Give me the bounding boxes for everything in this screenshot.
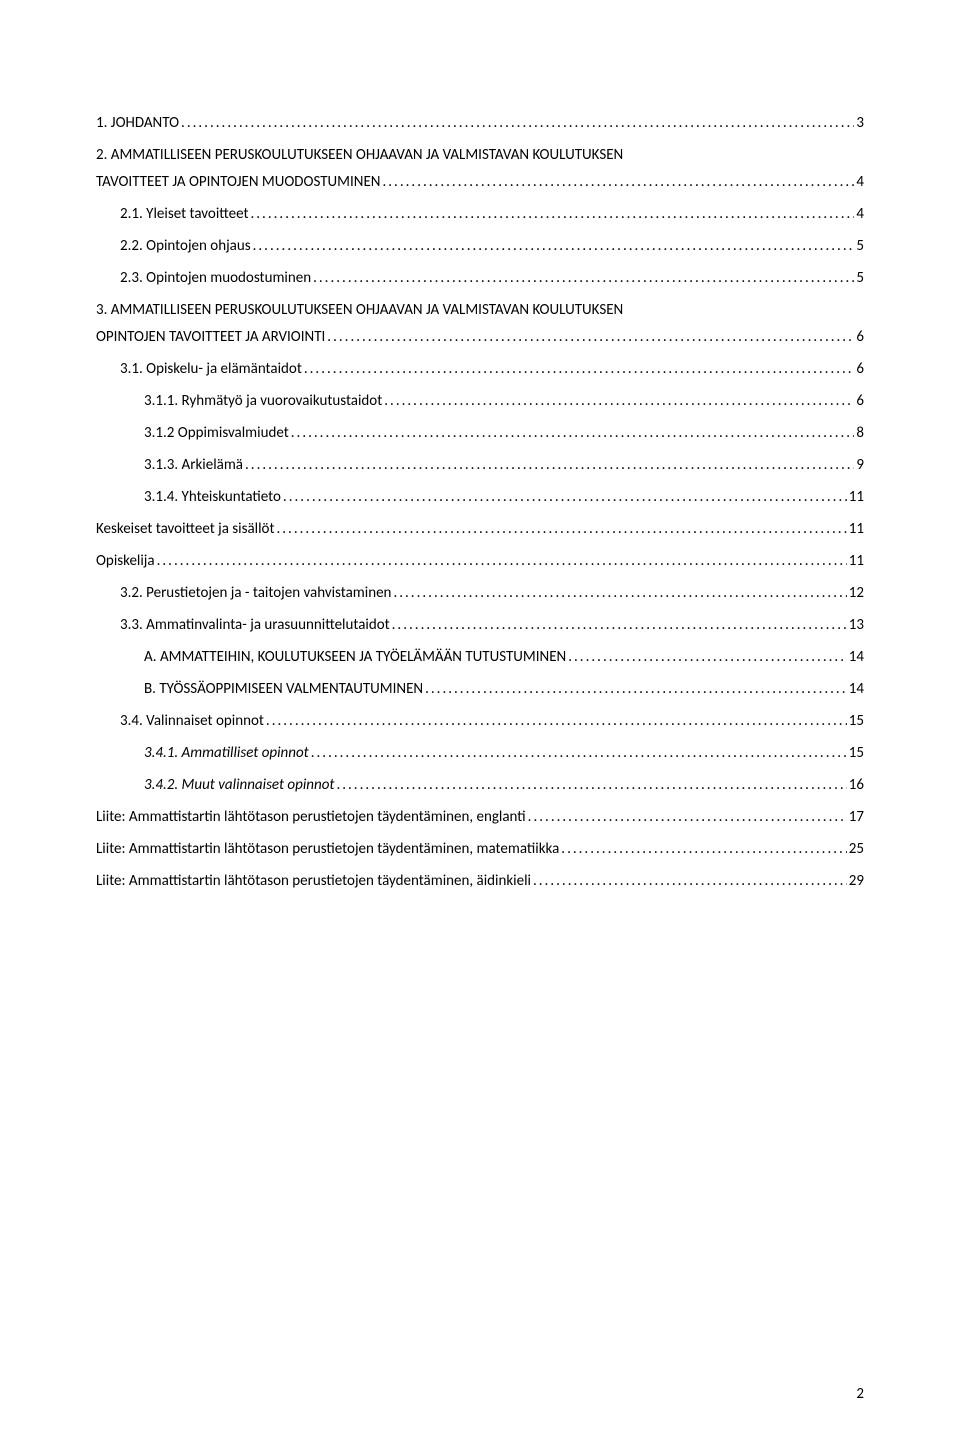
toc-leader — [276, 516, 846, 543]
toc-page: 8 — [856, 420, 864, 447]
toc-leader — [157, 548, 847, 575]
toc-text: 3. AMMATILLISEEN PERUSKOULUTUKSEEN OHJAA… — [96, 297, 623, 324]
toc-entry: Keskeiset tavoitteet ja sisällöt 11 — [96, 516, 864, 543]
toc-text: 2.3. Opintojen muodostuminen — [120, 265, 311, 292]
toc-leader — [382, 169, 854, 196]
toc-text: 3.1.2 Oppimisvalmiudet — [144, 420, 289, 447]
toc-entry: 3.1.4. Yhteiskuntatieto 11 — [96, 484, 864, 511]
toc-text: Liite: Ammattistartin lähtötason perusti… — [96, 836, 559, 863]
toc-text: 2.1. Yleiset tavoitteet — [120, 201, 248, 228]
page-number: 2 — [856, 1385, 864, 1403]
toc-entry: 3. AMMATILLISEEN PERUSKOULUTUKSEEN OHJAA… — [96, 297, 864, 351]
toc-text-cont: TAVOITTEET JA OPINTOJEN MUODOSTUMINEN — [96, 169, 380, 196]
toc-text: 3.4.2. Muut valinnaiset opinnot — [144, 772, 334, 799]
toc-text: 3.2. Perustietojen ja - taitojen vahvist… — [120, 580, 391, 607]
toc-text-cont: OPINTOJEN TAVOITTEET JA ARVIOINTI — [96, 324, 325, 351]
toc-entry: Opiskelija 11 — [96, 548, 864, 575]
toc-text: 3.1.4. Yhteiskuntatieto — [144, 484, 281, 511]
toc-leader — [311, 740, 847, 767]
toc-leader — [313, 265, 854, 292]
toc-leader — [533, 868, 847, 895]
toc-leader — [283, 484, 847, 511]
toc-page: 4 — [856, 201, 864, 228]
toc-leader — [336, 772, 846, 799]
toc-text: 1. JOHDANTO — [96, 110, 179, 137]
toc-leader — [568, 644, 847, 671]
toc-text: A. AMMATTEIHIN, KOULUTUKSEEN JA TYÖELÄMÄ… — [144, 644, 566, 671]
toc-entry: Liite: Ammattistartin lähtötason perusti… — [96, 804, 864, 831]
toc-page: 6 — [856, 324, 864, 351]
toc-text: 3.1. Opiskelu- ja elämäntaidot — [120, 356, 302, 383]
toc-leader — [528, 804, 847, 831]
toc-leader — [425, 676, 847, 703]
toc-page: 11 — [849, 516, 864, 543]
toc-leader — [561, 836, 847, 863]
toc-entry: 3.1.3. Arkielämä 9 — [96, 452, 864, 479]
toc-entry: 3.4.2. Muut valinnaiset opinnot 16 — [96, 772, 864, 799]
toc-entry: 3.3. Ammatinvalinta- ja urasuunnitteluta… — [96, 612, 864, 639]
toc-page: 11 — [849, 548, 864, 575]
toc-page: 11 — [849, 484, 864, 511]
toc-page: 13 — [849, 612, 864, 639]
page-container: 1. JOHDANTO 3 2. AMMATILLISEEN PERUSKOULUT… — [0, 0, 960, 1451]
toc-page: 5 — [856, 233, 864, 260]
toc-text: 3.1.1. Ryhmätyö ja vuorovaikutustaidot — [144, 388, 382, 415]
toc-text: Liite: Ammattistartin lähtötason perusti… — [96, 868, 531, 895]
toc-page: 14 — [849, 644, 864, 671]
toc-text: Opiskelija — [96, 548, 155, 575]
toc-page: 9 — [856, 452, 864, 479]
toc-text: 2. AMMATILLISEEN PERUSKOULUTUKSEEN OHJAA… — [96, 142, 623, 169]
toc-entry: 1. JOHDANTO 3 — [96, 110, 864, 137]
toc-text: 3.4. Valinnaiset opinnot — [120, 708, 264, 735]
toc-page: 6 — [856, 388, 864, 415]
toc-text: 2.2. Opintojen ohjaus — [120, 233, 251, 260]
toc-entry: 2.3. Opintojen muodostuminen 5 — [96, 265, 864, 292]
toc-page: 17 — [849, 804, 864, 831]
toc-leader — [291, 420, 855, 447]
toc-page: 6 — [856, 356, 864, 383]
toc-entry: 2. AMMATILLISEEN PERUSKOULUTUKSEEN OHJAA… — [96, 142, 864, 196]
toc-entry: 2.2. Opintojen ohjaus 5 — [96, 233, 864, 260]
toc-leader — [266, 708, 847, 735]
toc-leader — [245, 452, 854, 479]
toc-text: B. TYÖSSÄOPPIMISEEN VALMENTAUTUMINEN — [144, 676, 423, 703]
toc-text: 3.1.3. Arkielämä — [144, 452, 243, 479]
toc-entry: Liite: Ammattistartin lähtötason perusti… — [96, 868, 864, 895]
toc-entry: 2.1. Yleiset tavoitteet 4 — [96, 201, 864, 228]
toc-text: Liite: Ammattistartin lähtötason perusti… — [96, 804, 526, 831]
toc-entry: 3.2. Perustietojen ja - taitojen vahvist… — [96, 580, 864, 607]
toc-text: Keskeiset tavoitteet ja sisällöt — [96, 516, 274, 543]
toc-entry: 3.1.2 Oppimisvalmiudet 8 — [96, 420, 864, 447]
toc-page: 12 — [849, 580, 864, 607]
toc-leader — [304, 356, 855, 383]
toc-leader — [392, 612, 847, 639]
toc-leader — [393, 580, 846, 607]
toc-page: 15 — [849, 740, 864, 767]
toc-page: 3 — [856, 110, 864, 137]
toc-page: 15 — [849, 708, 864, 735]
toc-page: 16 — [849, 772, 864, 799]
toc-leader — [327, 324, 854, 351]
toc-entry: A. AMMATTEIHIN, KOULUTUKSEEN JA TYÖELÄMÄ… — [96, 644, 864, 671]
toc-page: 14 — [849, 676, 864, 703]
toc-leader — [181, 110, 854, 137]
toc-page: 29 — [849, 868, 864, 895]
toc-entry: B. TYÖSSÄOPPIMISEEN VALMENTAUTUMINEN 14 — [96, 676, 864, 703]
toc-text: 3.4.1. Ammatilliset opinnot — [144, 740, 309, 767]
toc-entry: Liite: Ammattistartin lähtötason perusti… — [96, 836, 864, 863]
toc-leader — [384, 388, 854, 415]
toc-entry: 3.1.1. Ryhmätyö ja vuorovaikutustaidot 6 — [96, 388, 864, 415]
toc-page: 25 — [849, 836, 864, 863]
toc-entry: 3.4. Valinnaiset opinnot 15 — [96, 708, 864, 735]
toc-leader — [250, 201, 854, 228]
table-of-contents: 1. JOHDANTO 3 2. AMMATILLISEEN PERUSKOULUT… — [96, 110, 864, 895]
toc-entry: 3.1. Opiskelu- ja elämäntaidot 6 — [96, 356, 864, 383]
toc-page: 4 — [856, 169, 864, 196]
toc-text: 3.3. Ammatinvalinta- ja urasuunnitteluta… — [120, 612, 390, 639]
toc-leader — [253, 233, 855, 260]
toc-entry: 3.4.1. Ammatilliset opinnot 15 — [96, 740, 864, 767]
toc-page: 5 — [856, 265, 864, 292]
